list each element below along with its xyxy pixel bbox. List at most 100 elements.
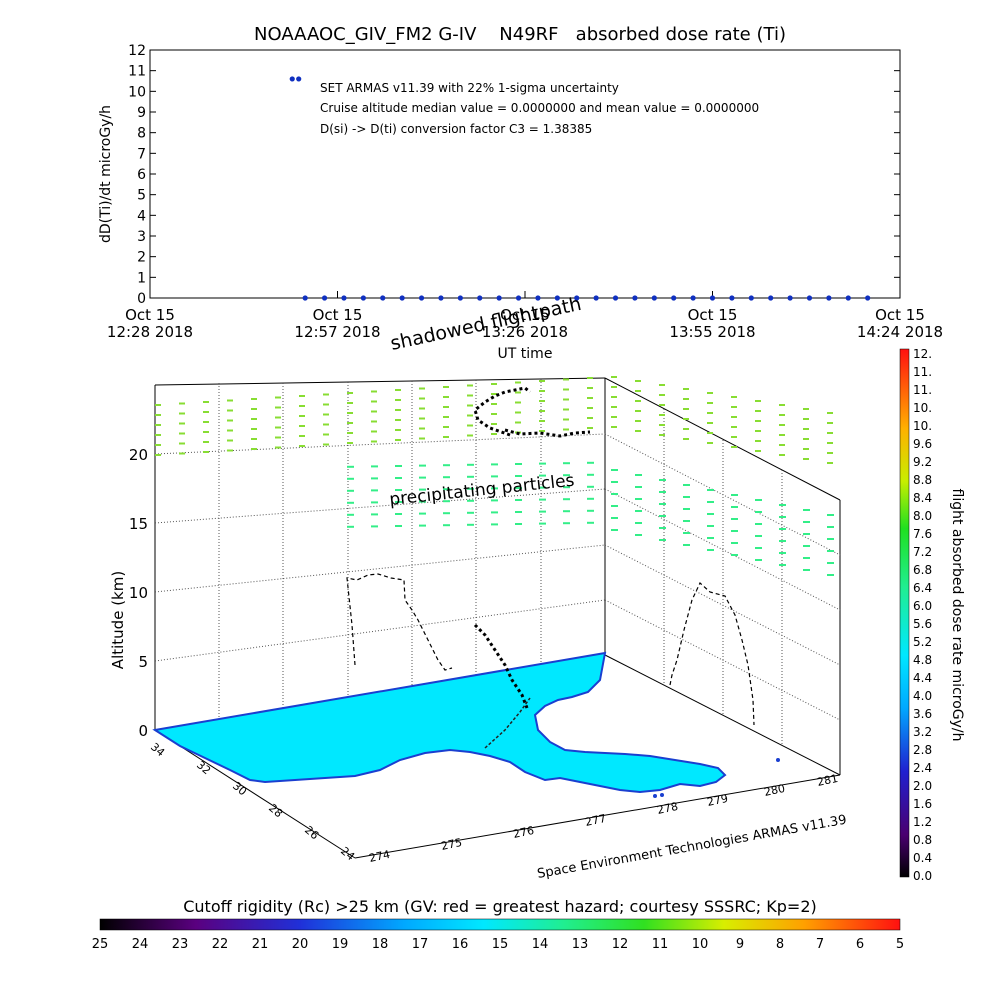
credit-label: Space Environment Technologies ARMAS v11… — [536, 813, 848, 882]
y-tick-label: 7 — [137, 146, 146, 162]
rigidity-colorbar-label: Cutoff rigidity (Rc) >25 km (GV: red = g… — [183, 897, 817, 916]
data-point — [438, 295, 444, 301]
data-point — [296, 76, 302, 82]
rigidity-tick-label: 19 — [332, 937, 349, 952]
x-tick-label: 13:26 2018 — [482, 323, 568, 341]
rigidity-tick-label: 20 — [292, 937, 309, 952]
timeseries-y-label: dD(Ti)/dt microGy/h — [98, 105, 114, 243]
z-tick-5: 5 — [138, 653, 148, 671]
rigidity-colorbar-gradient — [99, 918, 901, 931]
data-point — [612, 295, 619, 301]
dose-tick-label: 6.8 — [913, 563, 932, 577]
dose-tick-label: 1.2 — [913, 815, 932, 829]
lon-tick: 278 — [656, 800, 679, 817]
data-point — [457, 295, 463, 301]
data-point — [865, 295, 871, 301]
timeseries-annotation-2: Cruise altitude median value = 0.0000000… — [320, 101, 759, 115]
precipitating-particles-label: precipitating particles — [388, 471, 575, 510]
rigidity-tick-label: 14 — [532, 937, 549, 952]
lon-tick: 279 — [706, 792, 729, 809]
data-point — [360, 295, 366, 301]
dose-tick-label: 1.6 — [913, 797, 932, 811]
x-tick-label: 12:28 2018 — [107, 323, 193, 341]
data-point — [302, 295, 308, 301]
dose-tick-label: 6.4 — [913, 581, 932, 595]
data-point — [593, 295, 599, 301]
chart-title: NOAAAOC_GIV_FM2 G-IV N49RF absorbed dose… — [254, 24, 786, 45]
y-tick-label: 9 — [137, 105, 146, 121]
data-point — [748, 295, 754, 301]
z-tick-0: 0 — [138, 722, 148, 740]
y-tick-label: 10 — [128, 84, 146, 100]
dose-tick-label: 7.2 — [913, 545, 932, 559]
data-point — [321, 295, 328, 301]
map-surface — [152, 651, 780, 798]
lat-tick: 30 — [230, 779, 249, 798]
x-tick-label: 13:55 2018 — [669, 323, 755, 341]
rigidity-tick-label: 13 — [572, 937, 589, 952]
y-tick-label: 0 — [137, 291, 146, 307]
rigidity-tick-label: 12 — [612, 937, 629, 952]
perspective-box — [154, 377, 841, 859]
dose-tick-label: 0.0 — [913, 869, 932, 883]
data-point — [787, 295, 793, 301]
dose-tick-label: 4.8 — [913, 653, 932, 667]
altitude-label: Altitude (km) — [109, 571, 127, 669]
rigidity-tick-label: 6 — [856, 937, 864, 952]
x-tick-label: Oct 15 — [313, 306, 363, 324]
dose-colorbar-gradient — [899, 348, 910, 878]
dose-colorbar-label: flight absorbed dose rate microGy/h — [949, 489, 965, 742]
data-point — [535, 295, 541, 301]
dose-tick-label: 3.2 — [913, 725, 932, 739]
lon-tick: 275 — [440, 836, 463, 853]
data-point — [651, 295, 657, 301]
dose-tick-label: 10. — [913, 419, 932, 433]
flight-path-wall-right — [669, 582, 755, 726]
dose-colorbar-ticks: 12. 11. 11. 10. 10. 9.6 9.2 8.8 8.4 8.0 7.6 7.2 6.8 6… — [913, 347, 932, 883]
dose-tick-label: 8.0 — [913, 509, 932, 523]
flight-path-wall-left — [346, 573, 453, 671]
rigidity-tick-label: 5 — [896, 937, 904, 952]
rigidity-tick-label: 16 — [452, 937, 469, 952]
x-tick-label: Oct 15 — [688, 306, 738, 324]
rigidity-tick-label: 7 — [816, 937, 824, 952]
data-point — [399, 295, 405, 301]
data-point — [806, 295, 813, 301]
timeseries-points — [289, 76, 871, 301]
lon-tick: 280 — [763, 782, 786, 799]
rigidity-tick-label: 8 — [776, 937, 784, 952]
dose-tick-label: 0.8 — [913, 833, 932, 847]
dose-tick-label: 8.8 — [913, 473, 932, 487]
particle-field — [155, 376, 834, 576]
rigidity-tick-label: 24 — [132, 937, 149, 952]
dose-tick-label: 9.2 — [913, 455, 932, 469]
data-point — [574, 295, 580, 301]
rigidity-tick-label: 10 — [692, 937, 709, 952]
rigidity-colorbar: Cutoff rigidity (Rc) >25 km (GV: red = g… — [92, 897, 904, 952]
data-point — [690, 295, 696, 301]
data-point — [709, 295, 716, 301]
data-point — [289, 76, 295, 82]
dose-tick-label: 12. — [913, 347, 932, 361]
rigidity-tick-label: 15 — [492, 937, 509, 952]
rigidity-tick-label: 17 — [412, 937, 429, 952]
y-tick-label: 1 — [137, 270, 146, 286]
flight-path-shadow — [473, 386, 591, 438]
dose-tick-label: 11. — [913, 383, 932, 397]
data-point — [632, 295, 638, 301]
data-point — [418, 295, 425, 301]
dose-tick-label: 10. — [913, 401, 932, 415]
lat-tick: 24 — [338, 844, 357, 863]
dose-tick-label: 4.4 — [913, 671, 932, 685]
z-tick-20: 20 — [129, 446, 148, 464]
land-surface — [152, 651, 727, 794]
x-tick-label: 12:57 2018 — [294, 323, 380, 341]
data-point — [477, 295, 483, 301]
rigidity-tick-label: 23 — [172, 937, 189, 952]
data-point — [671, 295, 677, 301]
lat-tick: 34 — [148, 740, 167, 759]
lon-tick: 277 — [584, 812, 607, 829]
dose-colorbar: 12. 11. 11. 10. 10. 9.6 9.2 8.8 8.4 8.0 7.6 7.2 6.8 6… — [899, 347, 965, 883]
